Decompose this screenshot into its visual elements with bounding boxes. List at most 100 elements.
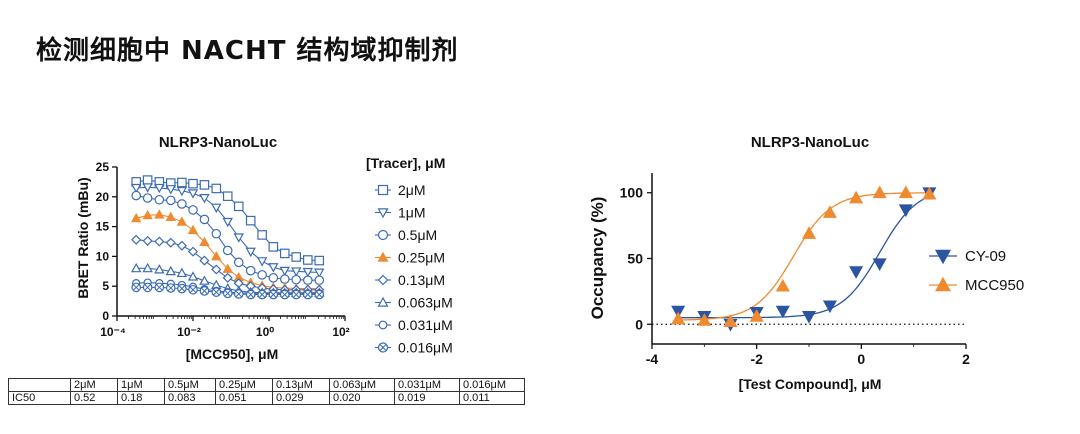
bret-data-point — [279, 289, 290, 300]
bret-data-point — [177, 177, 187, 188]
occupancy-y-axis-label: Occupancy (%) — [588, 197, 607, 320]
occupancy-fit-curve — [678, 195, 930, 319]
ic50-value-cell: 0.011 — [459, 391, 525, 405]
bret-data-point — [222, 263, 233, 273]
occupancy-x-tick-label: -4 — [646, 351, 659, 367]
bret-data-point — [245, 215, 256, 226]
ic50-value-cell: 0.18 — [117, 391, 165, 405]
occupancy-data-point — [898, 204, 913, 218]
bret-legend-label: 0.13μM — [398, 272, 445, 288]
bret-y-axis-label: BRET Ratio (mBu) — [75, 177, 91, 298]
occupancy-data-point — [671, 311, 686, 325]
bret-data-point — [130, 183, 142, 194]
bret-data-point — [177, 199, 187, 209]
bret-data-point — [314, 255, 325, 266]
bret-data-point — [131, 190, 141, 201]
bret-y-tick-label: 0 — [102, 309, 109, 323]
occupancy-data-point — [922, 186, 937, 200]
occupancy-data-point — [749, 309, 764, 322]
bret-data-point — [199, 286, 210, 296]
bret-data-point — [199, 214, 210, 225]
bret-legend-label: 0.25μM — [398, 250, 445, 266]
bret-data-point — [211, 250, 222, 261]
ic50-value-cell: 0.020 — [329, 391, 395, 405]
occupancy-data-point — [822, 300, 837, 314]
occupancy-data-point — [822, 205, 837, 218]
bret-legend-label: 0.5μM — [398, 227, 437, 243]
occupancy-data-point — [898, 185, 913, 199]
bret-data-point — [154, 282, 165, 293]
ic50-header-row: 2μM 1μM 0.5μM 0.25μM 0.13μM 0.063μM 0.031μM 0.0… — [8, 378, 525, 392]
bret-data-point — [245, 247, 256, 258]
bret-legend-label: 0.031μM — [398, 317, 453, 333]
bret-legend-label: 1μM — [398, 205, 426, 221]
bret-data-point — [303, 255, 313, 265]
occupancy-chart: NLRP3-NanoLuc Occupancy (%) [Test Compou… — [588, 134, 1024, 392]
ic50-value-cell: 0.029 — [272, 391, 330, 405]
ic50-header-cell: 0.5μM — [164, 378, 216, 392]
occupancy-data-point — [697, 313, 712, 326]
bret-data-point — [199, 255, 210, 266]
ic50-value-cell: 0.52 — [70, 391, 118, 405]
bret-data-point — [199, 194, 210, 204]
bret-data-point — [165, 283, 176, 293]
bret-data-point — [131, 282, 141, 293]
bret-data-point — [279, 248, 290, 259]
bret-data-point — [211, 203, 222, 213]
bret-data-point — [199, 180, 210, 190]
bret-data-point — [130, 262, 142, 273]
bret-data-point — [187, 189, 199, 199]
bret-data-point — [130, 212, 142, 223]
bret-legend-marker — [377, 342, 389, 353]
occupancy-x-tick-label: -2 — [750, 351, 763, 367]
bret-y-tick-label: 5 — [102, 279, 109, 293]
bret-legend-marker — [377, 229, 389, 241]
bret-data-point — [187, 246, 199, 257]
bret-legend-marker — [377, 184, 389, 196]
ic50-header-cell — [8, 378, 71, 392]
bret-y-tick-label: 25 — [96, 160, 110, 174]
bret-data-point — [245, 289, 256, 300]
bret-data-point — [188, 178, 198, 189]
bret-x-tick-label: 10⁻² — [177, 325, 201, 339]
bret-data-point — [165, 265, 176, 276]
bret-data-point — [177, 283, 187, 294]
bret-data-point — [165, 185, 176, 195]
bret-data-point — [279, 274, 290, 284]
bret-data-point — [176, 216, 188, 226]
bret-data-point — [256, 257, 268, 267]
bret-legend-marker — [377, 251, 389, 262]
bret-data-point — [142, 193, 153, 203]
occupancy-x-tick-label: 2 — [962, 351, 970, 367]
occupancy-data-point — [801, 310, 817, 324]
ic50-header-cell: 0.13μM — [272, 378, 330, 392]
bret-data-point — [154, 194, 165, 205]
bret-chart: NLRP3-NanoLuc BRET Ratio (mBu) [MCC950],… — [75, 134, 453, 362]
bret-data-point — [154, 183, 165, 194]
bret-data-point — [291, 252, 302, 262]
bret-x-axis-label: [MCC950], μM — [186, 346, 279, 362]
bret-data-point — [314, 289, 325, 300]
bret-data-point — [291, 289, 302, 300]
bret-data-point — [187, 224, 199, 235]
bret-data-point — [176, 267, 188, 278]
bret-legend-marker — [377, 296, 389, 307]
bret-data-point — [187, 271, 199, 281]
bret-y-tick-label: 10 — [96, 249, 110, 263]
bret-data-point — [233, 257, 244, 268]
bret-legend: 2μM 1μM 0.5μM 0.25μM 0.13μM 0.063μM 0.031μM 0.0… — [375, 182, 453, 356]
page-title: 检测细胞中 NACHT 结构域抑制剂 — [36, 36, 459, 66]
occupancy-legend-marker — [934, 249, 952, 265]
bret-data-point — [211, 228, 222, 239]
bret-data-point — [222, 245, 233, 256]
bret-x-tick-label: 10⁻⁴ — [100, 325, 126, 339]
bret-data-point — [257, 289, 267, 300]
ic50-value-cell: 0.083 — [164, 391, 216, 405]
bret-data-point — [154, 236, 165, 247]
ic50-header-cell: 0.25μM — [215, 378, 273, 392]
occupancy-x-tick-label: 0 — [857, 351, 865, 367]
bret-data-point — [222, 288, 233, 299]
occupancy-y-tick-label: 0 — [635, 316, 643, 332]
occupancy-chart-title: NLRP3-NanoLuc — [751, 134, 869, 151]
